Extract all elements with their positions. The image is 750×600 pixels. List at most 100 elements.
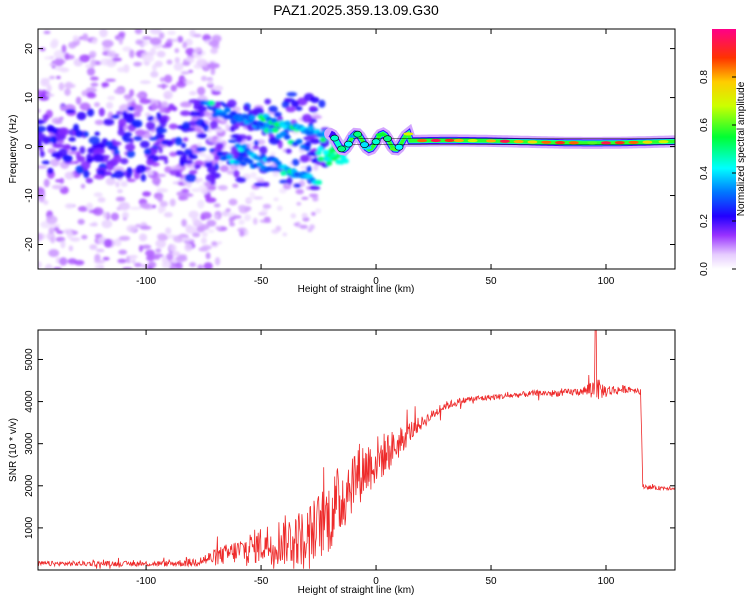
y-tick-label: 0	[24, 143, 35, 149]
track-blob	[280, 170, 288, 176]
noise-blob	[173, 62, 184, 71]
noise-blob	[53, 226, 60, 232]
colorbar-tick-label: 0.0	[699, 262, 710, 276]
noise-blob	[171, 250, 181, 257]
violet-blob	[200, 120, 207, 129]
noise-blob	[273, 197, 279, 202]
noise-blob	[312, 196, 319, 202]
track-blob	[322, 149, 329, 155]
violet-blob	[184, 173, 197, 183]
noise-blob	[152, 176, 161, 186]
noise-blob	[67, 151, 79, 155]
x-tick-label: 100	[598, 276, 615, 287]
violet-blob	[88, 136, 100, 145]
noise-blob	[86, 67, 96, 76]
noise-blob	[315, 208, 322, 214]
colorbar-label: Normalized spectral amplitude	[736, 81, 747, 216]
violet-blob	[315, 160, 326, 166]
noise-blob	[243, 214, 251, 222]
noise-blob	[120, 181, 128, 188]
noise-blob	[299, 224, 308, 229]
violet-blob	[139, 140, 150, 149]
noise-blob	[219, 165, 229, 172]
noise-blob	[90, 82, 99, 87]
track-blob	[246, 159, 254, 165]
violet-blob	[93, 147, 105, 155]
noise-blob	[105, 102, 114, 109]
noise-blob	[181, 219, 187, 227]
violet-blob	[158, 127, 167, 134]
noise-blob	[173, 235, 185, 243]
noise-blob	[169, 264, 177, 269]
noise-blob	[115, 196, 126, 202]
carrier-hotspot	[375, 133, 386, 137]
violet-blob	[293, 183, 302, 188]
noise-blob	[169, 198, 176, 207]
noise-blob	[180, 101, 193, 108]
noise-blob	[133, 111, 141, 118]
noise-blob	[60, 240, 66, 249]
violet-blob	[146, 158, 154, 166]
violet-blob	[264, 98, 272, 105]
noise-blob	[77, 205, 89, 212]
noise-blob	[64, 203, 74, 209]
spectrogram-x-axis-label: Height of straight line (km)	[298, 284, 415, 295]
noise-blob	[103, 238, 113, 248]
noise-blob	[146, 266, 153, 269]
noise-blob	[217, 137, 223, 144]
noise-blob	[91, 38, 98, 45]
x-tick-label: -50	[254, 276, 269, 287]
noise-blob	[89, 223, 98, 227]
noise-blob	[166, 59, 173, 65]
noise-blob	[85, 177, 94, 184]
noise-blob	[118, 31, 126, 38]
x-tick-label: 0	[373, 276, 379, 287]
noise-blob	[245, 198, 253, 203]
violet-blob	[147, 115, 155, 121]
noise-blob	[205, 252, 211, 260]
violet-blob	[306, 151, 317, 157]
noise-blob	[44, 263, 53, 269]
violet-blob	[243, 105, 249, 110]
carrier-knot	[330, 134, 339, 142]
noise-blob	[90, 58, 96, 68]
track-blob	[239, 161, 247, 167]
carrier-hotspot	[417, 139, 428, 143]
track-blob	[271, 127, 279, 133]
noise-blob	[151, 102, 157, 111]
violet-blob	[188, 153, 198, 160]
noise-blob	[152, 256, 161, 260]
noise-blob	[169, 244, 177, 252]
violet-blob	[145, 121, 156, 130]
noise-blob	[117, 189, 123, 194]
noise-blob	[170, 84, 178, 92]
noise-blob	[139, 233, 148, 242]
noise-blob	[68, 245, 74, 252]
noise-blob	[159, 200, 168, 208]
noise-blob	[41, 77, 51, 82]
noise-blob	[114, 238, 122, 247]
violet-blob	[286, 176, 293, 185]
track-blob	[248, 114, 256, 121]
noise-blob	[307, 227, 313, 233]
colorbar-tick-label: 0.6	[699, 118, 710, 132]
noise-blob	[261, 208, 269, 214]
noise-blob	[218, 161, 224, 165]
noise-blob	[160, 101, 169, 108]
violet-blob	[122, 112, 135, 119]
noise-blob	[81, 90, 88, 97]
noise-blob	[201, 245, 212, 250]
noise-blob	[167, 30, 176, 35]
colorbar-tick-label: 0.8	[699, 70, 710, 84]
y-tick-label: 20	[24, 43, 35, 55]
colorbar-ticks: 0.0 0.2 0.4 0.6 0.8	[699, 70, 736, 276]
noise-blob	[163, 74, 173, 84]
carrier-knot	[344, 140, 353, 148]
noise-blob	[214, 257, 221, 266]
noise-blob	[69, 237, 81, 242]
noise-blob	[128, 254, 139, 259]
violet-blob	[113, 169, 125, 179]
violet-blob	[207, 165, 217, 174]
violet-blob	[188, 99, 201, 104]
violet-blob	[123, 131, 133, 138]
